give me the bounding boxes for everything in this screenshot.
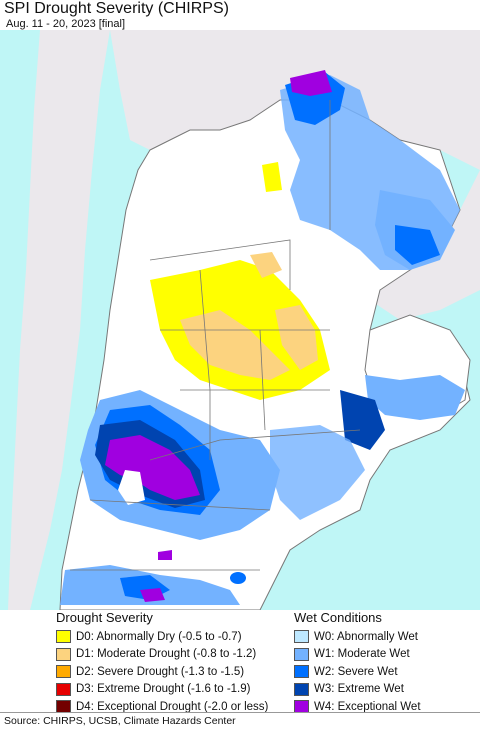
severe-wet-east bbox=[395, 225, 440, 265]
wet-legend: Wet Conditions W0: Abnormally Wet W1: Mo… bbox=[294, 610, 421, 716]
exceptional-wet-south bbox=[105, 435, 200, 500]
exceptional-wet-far-south bbox=[140, 588, 165, 602]
legend-swatch-d2 bbox=[56, 665, 71, 679]
moderate-drought-east bbox=[275, 305, 318, 370]
legend-item-w1: W1: Moderate Wet bbox=[294, 646, 421, 664]
wet-legend-heading: Wet Conditions bbox=[294, 610, 382, 625]
legend-label-d4: D4: Exceptional Drought (-2.0 or less) bbox=[76, 700, 269, 713]
extreme-wet-uruguay bbox=[340, 390, 385, 450]
legend-label-w2: W2: Severe Wet bbox=[314, 665, 398, 678]
legend-item-w3: W3: Extreme Wet bbox=[294, 681, 421, 699]
exceptional-wet-patch bbox=[158, 550, 172, 560]
map-title: SPI Drought Severity (CHIRPS) bbox=[4, 0, 229, 17]
legend-item-w4: W4: Exceptional Wet bbox=[294, 698, 421, 716]
legend-label-w4: W4: Exceptional Wet bbox=[314, 700, 421, 713]
island-wet bbox=[230, 572, 246, 584]
legend-swatch-d0 bbox=[56, 630, 71, 644]
legend-item-w2: W2: Severe Wet bbox=[294, 663, 421, 681]
exceptional-wet-north bbox=[290, 70, 332, 96]
legend-label-w1: W1: Moderate Wet bbox=[314, 648, 410, 661]
legend-label-d3: D3: Extreme Drought (-1.6 to -1.9) bbox=[76, 683, 251, 696]
moderate-drought-north bbox=[250, 252, 282, 278]
wet-zone-uruguay bbox=[365, 375, 465, 420]
normal-patch-south bbox=[118, 470, 145, 505]
pacific-ocean bbox=[0, 30, 40, 610]
outside-land-east bbox=[370, 170, 480, 320]
legend-item-d2: D2: Severe Drought (-1.3 to -1.5) bbox=[56, 663, 268, 681]
legend-item-d0: D0: Abnormally Dry (-0.5 to -0.7) bbox=[56, 628, 268, 646]
map-subtitle: Aug. 11 - 20, 2023 [final] bbox=[6, 18, 126, 30]
legend-swatch-d3 bbox=[56, 682, 71, 696]
legend-item-d1: D1: Moderate Drought (-0.8 to -1.2) bbox=[56, 646, 268, 664]
drought-legend: Drought Severity D0: Abnormally Dry (-0.… bbox=[56, 610, 268, 716]
legend-label-d2: D2: Severe Drought (-1.3 to -1.5) bbox=[76, 665, 245, 678]
legend-item-d4: D4: Exceptional Drought (-2.0 or less) bbox=[56, 698, 268, 716]
drought-map bbox=[0, 30, 480, 610]
source-footer: Source: CHIRPS, UCSB, Climate Hazards Ce… bbox=[0, 712, 480, 730]
legend-swatch-w3 bbox=[294, 682, 309, 696]
legend-swatch-d1 bbox=[56, 647, 71, 661]
coastal-wet-strip bbox=[270, 425, 365, 520]
legend-label-w3: W3: Extreme Wet bbox=[314, 683, 404, 696]
legend-label-w0: W0: Abnormally Wet bbox=[314, 630, 418, 643]
dry-zone-north bbox=[262, 162, 282, 192]
legend-label-d0: D0: Abnormally Dry (-0.5 to -0.7) bbox=[76, 630, 242, 643]
drought-legend-heading: Drought Severity bbox=[56, 610, 153, 625]
legend-swatch-w2 bbox=[294, 665, 309, 679]
province-borders bbox=[70, 100, 361, 571]
legend-item-w0: W0: Abnormally Wet bbox=[294, 628, 421, 646]
legend-swatch-w0 bbox=[294, 630, 309, 644]
legend-label-d1: D1: Moderate Drought (-0.8 to -1.2) bbox=[76, 648, 257, 661]
legend-item-d3: D3: Extreme Drought (-1.6 to -1.9) bbox=[56, 681, 268, 699]
legend-swatch-w1 bbox=[294, 647, 309, 661]
